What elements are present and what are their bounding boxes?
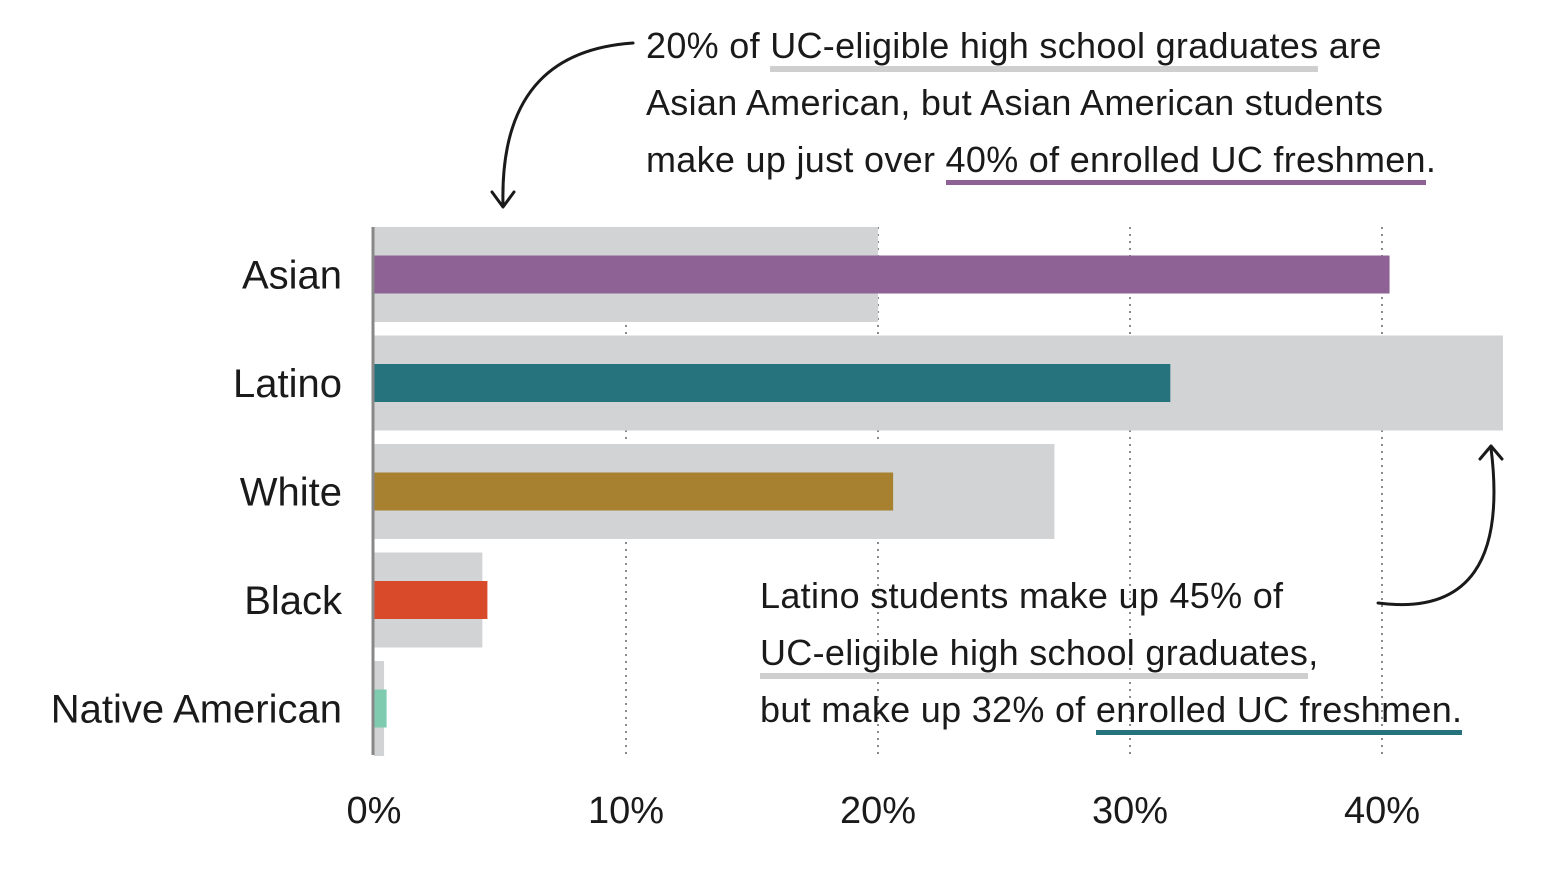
annotation-text: 20% of [646, 25, 771, 66]
bottom-annotation: Latino students make up 45% of UC-eligib… [760, 567, 1463, 738]
x-tick-label: 0% [347, 790, 402, 832]
bottom-annotation-line1: Latino students make up 45% of [760, 575, 1284, 616]
x-tick-label: 30% [1092, 790, 1168, 832]
annotation-underlined-eligible: UC-eligible high school graduates [760, 632, 1309, 679]
x-tick-label: 40% [1344, 790, 1420, 832]
foreground-bar [374, 255, 1390, 294]
foreground-bar [374, 364, 1171, 402]
category-label: Black [244, 579, 343, 623]
category-labels: Asian Latino White Black Native American [51, 254, 343, 732]
bottom-annotation-line3: but make up 32% of enrolled UC freshmen. [760, 681, 1463, 738]
foreground-bar [374, 689, 387, 728]
category-label: Latino [233, 362, 342, 406]
foreground-bar [374, 472, 894, 511]
top-annotation-arrow [490, 41, 635, 209]
x-tick-label: 10% [588, 790, 664, 832]
top-annotation: 20% of UC-eligible high school graduates… [646, 17, 1436, 188]
x-tick-label: 20% [840, 790, 916, 832]
annotation-text: make up just over [646, 139, 946, 180]
annotation-text: . [1425, 139, 1437, 180]
foreground-bar [374, 581, 488, 619]
category-label: Native American [51, 688, 342, 732]
annotation-underlined-enrolled: 40% of enrolled UC freshmen [945, 139, 1426, 185]
top-annotation-line2: Asian American, but Asian American stude… [646, 82, 1384, 123]
annotation-text: , [1308, 632, 1319, 673]
bottom-annotation-arrow [1376, 444, 1504, 606]
bottom-annotation-line2: UC-eligible high school graduates, [760, 624, 1462, 681]
annotation-text: are [1318, 25, 1382, 66]
x-tick-labels: 0% 10% 20% 30% 40% [347, 790, 1420, 832]
foreground-bars [374, 255, 1390, 728]
annotation-text: but make up 32% of [760, 689, 1096, 730]
category-label: Asian [242, 254, 342, 298]
category-label: White [240, 471, 342, 515]
annotation-underlined-enrolled: enrolled UC freshmen. [1095, 689, 1463, 735]
top-annotation-line1: 20% of UC-eligible high school graduates… [646, 17, 1436, 74]
annotation-underlined-eligible: UC-eligible high school graduates [770, 25, 1319, 72]
top-annotation-line3: make up just over 40% of enrolled UC fre… [646, 131, 1436, 188]
